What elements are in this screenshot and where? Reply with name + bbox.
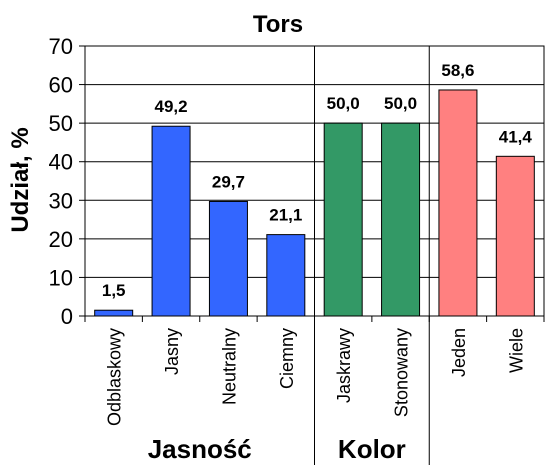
x-tick-label: Jaskrawy — [334, 328, 354, 403]
data-label: 29,7 — [212, 172, 245, 191]
data-label: 49,2 — [155, 97, 188, 116]
data-label: 21,1 — [269, 206, 302, 225]
y-tick-label: 50 — [49, 111, 73, 136]
group-label: Jasność — [148, 434, 252, 464]
axes — [79, 45, 545, 465]
bar-stonowany — [381, 122, 421, 317]
bar-jaskrawy — [323, 122, 363, 317]
x-tick-label: Jeden — [449, 328, 469, 377]
x-tick-label: Wiele — [506, 328, 526, 373]
y-tick-label: 40 — [49, 150, 73, 175]
data-label: 50,0 — [327, 94, 360, 113]
y-tick-label: 70 — [49, 34, 73, 59]
labels: 0 10 20 30 40 50 60 70 1,5 Odblaskowy 49,2 Jasny 29,… — [49, 34, 533, 464]
x-tick-label: Neutralny — [219, 328, 239, 405]
data-label: 50,0 — [384, 94, 417, 113]
bar-ciemny — [266, 234, 306, 317]
bar-odblaskowy — [94, 309, 134, 317]
x-tick-label: Stonowany — [392, 328, 412, 417]
x-tick-label: Ciemny — [277, 328, 297, 389]
bar-neutralny — [208, 200, 248, 317]
y-tick-label: 60 — [49, 73, 73, 98]
data-label: 58,6 — [441, 61, 474, 80]
bar-jeden — [438, 89, 478, 317]
x-tick-label: Jasny — [162, 328, 182, 375]
chart-title: Tors — [253, 11, 303, 38]
data-label: 1,5 — [102, 281, 126, 300]
data-label: 41,4 — [499, 127, 533, 146]
y-tick-label: 10 — [49, 265, 73, 290]
y-tick-label: 20 — [49, 227, 73, 252]
y-tick-label: 30 — [49, 188, 73, 213]
x-tick-label: Odblaskowy — [105, 328, 125, 426]
y-axis-label: Udział, % — [7, 127, 34, 232]
group-label: Kolor — [338, 434, 406, 464]
bar-jasny — [151, 125, 191, 317]
bars — [94, 89, 535, 317]
y-tick-label: 0 — [61, 304, 73, 329]
bar-wiele — [495, 155, 535, 317]
